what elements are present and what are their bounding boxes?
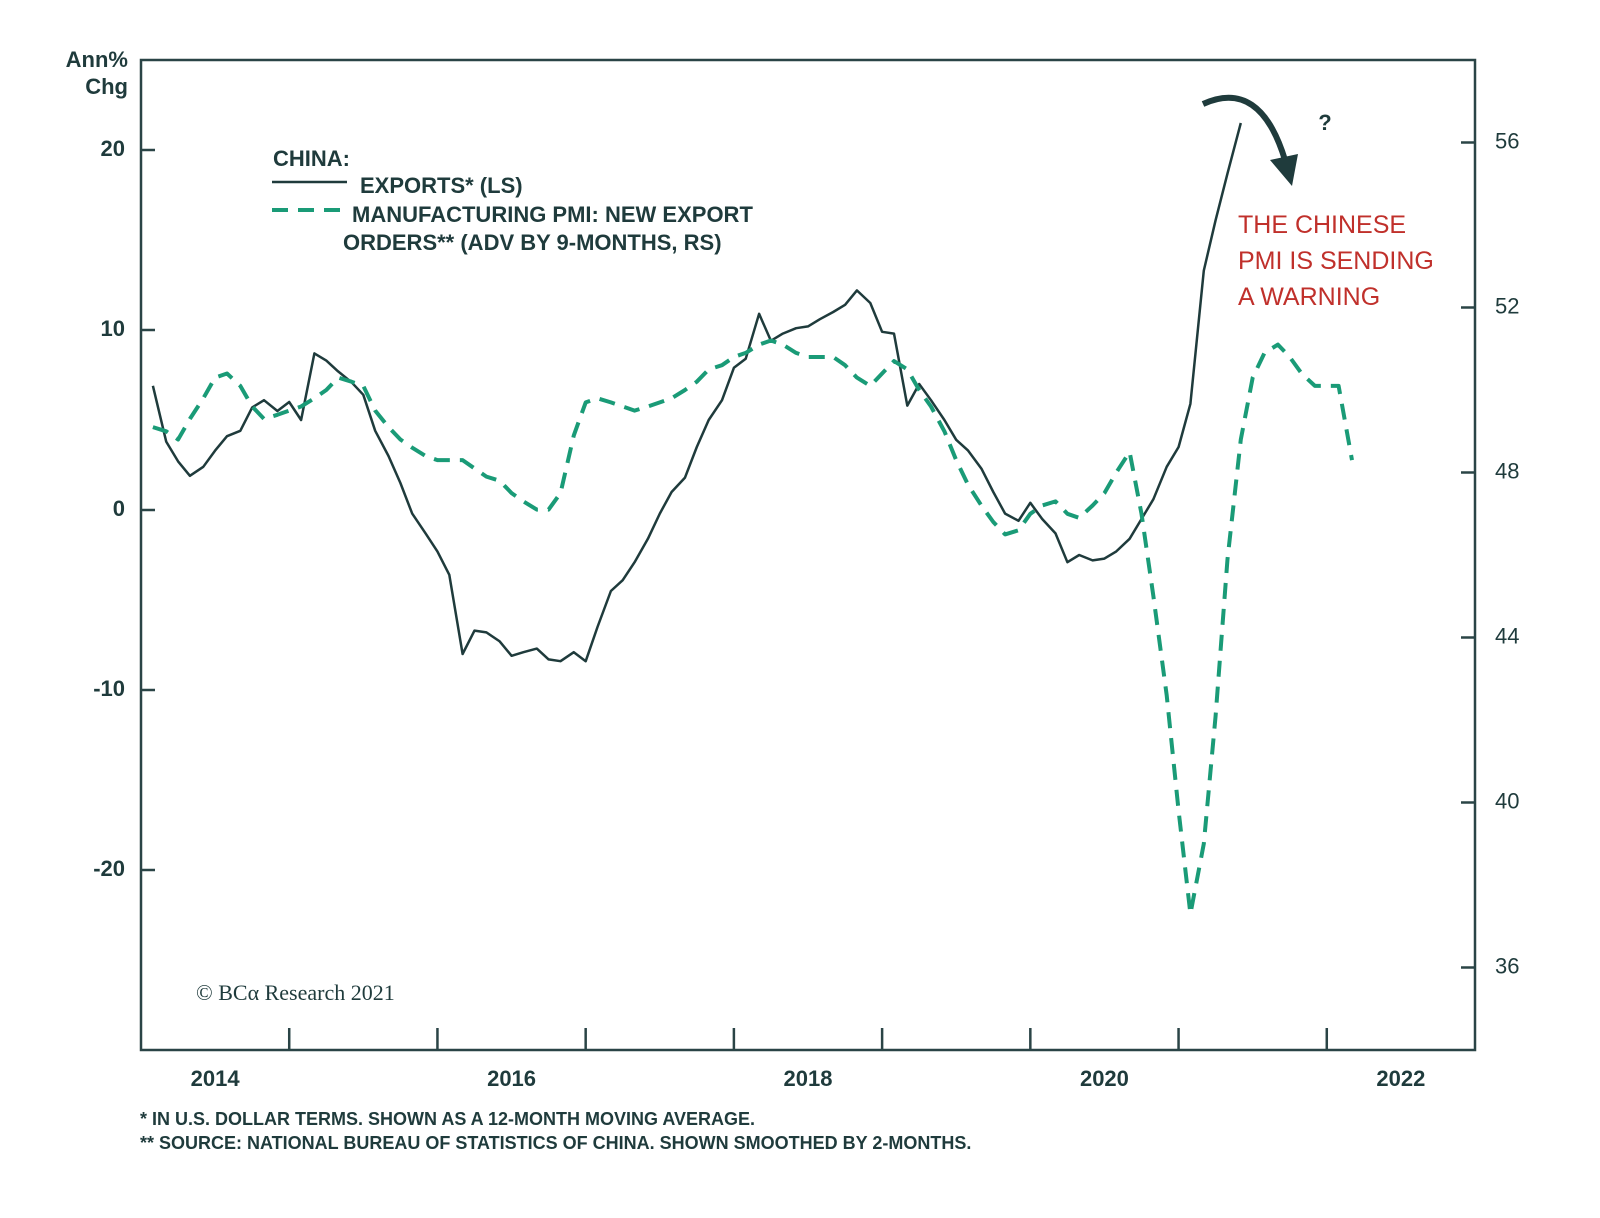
- legend-entry: EXPORTS* (LS): [360, 173, 523, 198]
- x-tick-label: 2022: [1376, 1066, 1425, 1091]
- y-tick-label: -10: [93, 676, 125, 701]
- copyright: © BCα Research 2021: [196, 980, 395, 1005]
- annotation-line: PMI IS SENDING: [1238, 247, 1434, 275]
- arrow: [1201, 94, 1288, 161]
- y-tick-label: 0: [113, 496, 125, 521]
- annotation-line: A WARNING: [1238, 283, 1381, 311]
- annotation-line: THE CHINESE: [1238, 211, 1407, 239]
- y2-tick-label: 48: [1495, 458, 1519, 483]
- series-line: [152, 338, 1354, 916]
- y2-tick-label: 40: [1495, 788, 1519, 813]
- y-tick-label: -20: [93, 856, 125, 881]
- footnote: ** SOURCE: NATIONAL BUREAU OF STATISTICS…: [140, 1133, 972, 1153]
- arrow-head: [1270, 154, 1298, 186]
- x-tick-label: 2014: [191, 1066, 241, 1091]
- legend-title: CHINA:: [273, 146, 350, 171]
- x-tick-label: 2016: [487, 1066, 536, 1091]
- footnote: * IN U.S. DOLLAR TERMS. SHOWN AS A 12-MO…: [140, 1109, 756, 1129]
- y2-tick-label: 36: [1495, 953, 1519, 978]
- y-axis-label: Ann% Chg: [65, 47, 128, 99]
- y2-tick-label: 56: [1495, 128, 1519, 153]
- footnotes: * IN U.S. DOLLAR TERMS. SHOWN AS A 12-MO…: [140, 1107, 971, 1155]
- legend-entry: MANUFACTURING PMI: NEW EXPORT ORDERS** (…: [343, 202, 753, 255]
- x-tick-label: 2018: [784, 1066, 833, 1091]
- y2-tick-label: 52: [1495, 293, 1519, 318]
- series-line: [151, 122, 1243, 663]
- annotation: THE CHINESE PMI IS SENDING A WARNING: [1238, 207, 1434, 315]
- plot-frame: [139, 58, 1477, 1052]
- y2-tick-label: 44: [1495, 623, 1519, 648]
- question-mark: ?: [1318, 110, 1331, 135]
- y-tick-label: 10: [101, 316, 125, 341]
- y-tick-label: 20: [101, 136, 125, 161]
- x-tick-label: 2020: [1080, 1066, 1129, 1091]
